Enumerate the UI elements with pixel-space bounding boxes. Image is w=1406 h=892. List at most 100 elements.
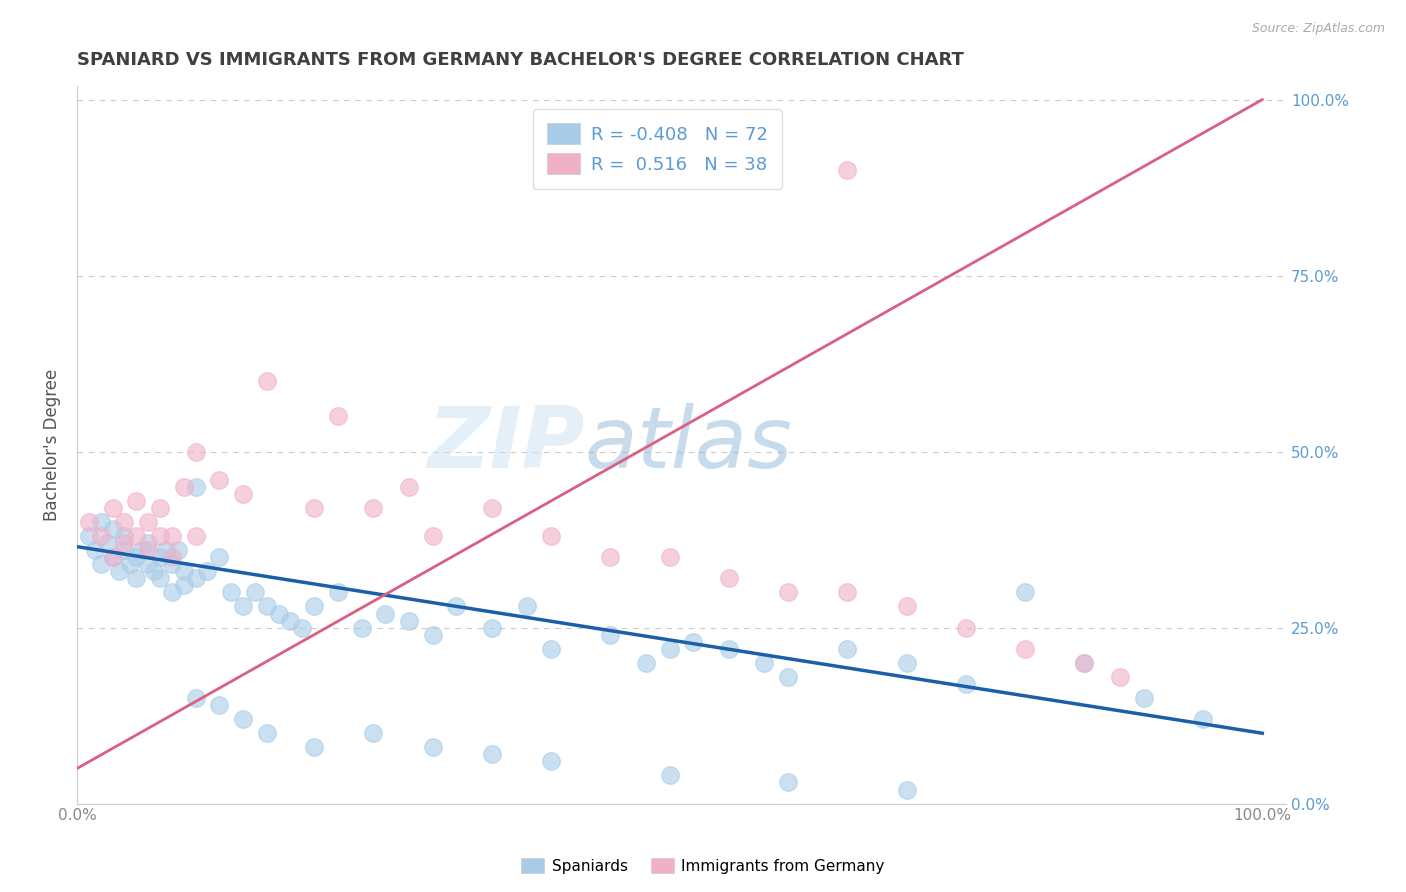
Point [77, 529, 100, 543]
Point [125, 494, 148, 508]
Legend: Spaniards, Immigrants from Germany: Spaniards, Immigrants from Germany [515, 852, 891, 880]
Point [256, 726, 278, 740]
Point [136, 536, 159, 550]
Point [896, 599, 918, 614]
Point [754, 656, 776, 670]
Point [90, 558, 112, 572]
Point [363, 500, 385, 515]
Point [717, 641, 740, 656]
Point [125, 550, 148, 565]
Point [149, 500, 172, 515]
Point [363, 726, 385, 740]
Point [90, 515, 112, 529]
Point [149, 529, 172, 543]
Text: atlas: atlas [585, 403, 793, 486]
Point [955, 621, 977, 635]
Point [136, 543, 159, 558]
Point [149, 550, 172, 565]
Point [208, 473, 231, 487]
Point [1073, 656, 1095, 670]
Point [658, 641, 681, 656]
Point [173, 564, 195, 578]
Point [184, 480, 207, 494]
Point [599, 550, 621, 565]
Point [136, 515, 159, 529]
Point [160, 585, 183, 599]
Point [1014, 585, 1036, 599]
Point [540, 641, 562, 656]
Point [837, 641, 859, 656]
Point [125, 571, 148, 585]
Point [166, 543, 188, 558]
Point [778, 670, 800, 684]
Point [197, 564, 219, 578]
Point [131, 543, 153, 558]
Point [101, 522, 124, 536]
Point [634, 656, 657, 670]
Point [302, 740, 325, 755]
Point [143, 564, 166, 578]
Point [77, 515, 100, 529]
Point [160, 558, 183, 572]
Point [291, 621, 314, 635]
Point [232, 487, 254, 501]
Point [114, 543, 136, 558]
Point [778, 585, 800, 599]
Point [658, 550, 681, 565]
Point [184, 571, 207, 585]
Point [896, 782, 918, 797]
Point [160, 550, 183, 565]
Point [446, 599, 468, 614]
Point [120, 558, 142, 572]
Point [101, 550, 124, 565]
Point [1132, 691, 1154, 706]
Point [540, 529, 562, 543]
Point [1192, 712, 1215, 726]
Point [208, 698, 231, 712]
Point [107, 564, 129, 578]
Point [114, 536, 136, 550]
Point [422, 627, 444, 641]
Point [125, 529, 148, 543]
Point [160, 529, 183, 543]
Point [219, 585, 242, 599]
Point [326, 585, 349, 599]
Point [114, 529, 136, 543]
Text: Source: ZipAtlas.com: Source: ZipAtlas.com [1251, 22, 1385, 36]
Point [232, 599, 254, 614]
Point [90, 529, 112, 543]
Point [243, 585, 266, 599]
Point [717, 571, 740, 585]
Point [422, 529, 444, 543]
Point [896, 656, 918, 670]
Point [350, 621, 373, 635]
Point [778, 775, 800, 789]
Text: SPANIARD VS IMMIGRANTS FROM GERMANY BACHELOR'S DEGREE CORRELATION CHART: SPANIARD VS IMMIGRANTS FROM GERMANY BACH… [77, 51, 965, 69]
Point [173, 480, 195, 494]
Point [516, 599, 538, 614]
Text: ZIP: ZIP [427, 403, 585, 486]
Y-axis label: Bachelor's Degree: Bachelor's Degree [44, 368, 60, 521]
Point [101, 500, 124, 515]
Point [398, 614, 420, 628]
Point [837, 585, 859, 599]
Point [374, 607, 396, 621]
Point [955, 677, 977, 691]
Point [280, 614, 302, 628]
Point [101, 550, 124, 565]
Point [208, 550, 231, 565]
Point [114, 515, 136, 529]
Point [267, 607, 290, 621]
Point [481, 500, 503, 515]
Point [1109, 670, 1132, 684]
Point [184, 691, 207, 706]
Point [481, 747, 503, 762]
Point [1014, 641, 1036, 656]
Point [184, 529, 207, 543]
Point [302, 599, 325, 614]
Point [302, 500, 325, 515]
Point [96, 536, 118, 550]
Point [658, 768, 681, 782]
Point [682, 634, 704, 648]
Point [136, 558, 159, 572]
